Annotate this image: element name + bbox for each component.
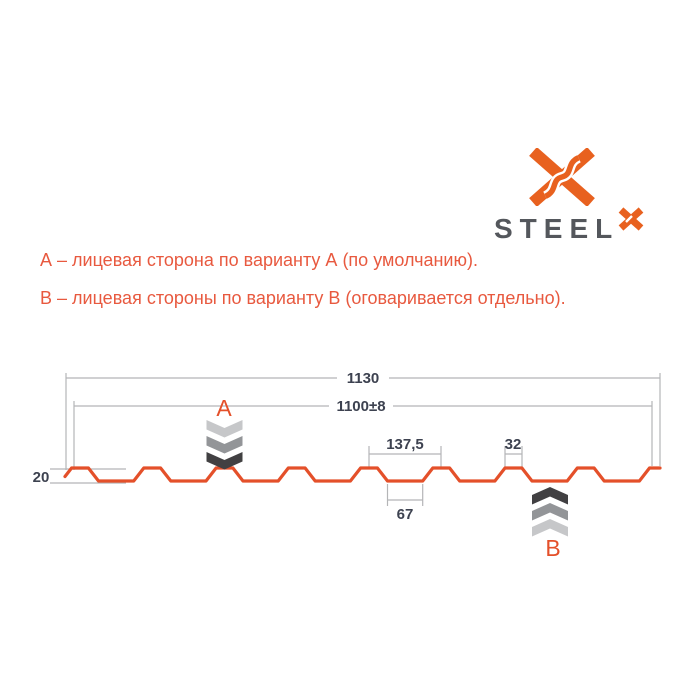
- dim-overall-width-label: 1130: [347, 370, 380, 387]
- logo-s-curve: [544, 155, 580, 199]
- logo-x-diagonal: [618, 207, 644, 231]
- marker-a-label: A: [216, 395, 232, 421]
- variant-a-note: А – лицевая сторона по варианту А (по ум…: [40, 250, 478, 270]
- steelx-logo-icon: [529, 148, 595, 206]
- logo-x-cut: [625, 215, 633, 223]
- dim-height: 20: [33, 468, 126, 486]
- dim-pitch: 137,5: [368, 436, 442, 467]
- variant-a-chevrons-down-icon: [206, 420, 243, 470]
- dim-pitch-label: 137,5: [386, 436, 424, 453]
- dim-crest-top: 32: [504, 436, 523, 467]
- dim-height-label: 20: [33, 469, 50, 486]
- marker-b-label: B: [545, 535, 560, 561]
- dim-cover-width: 1100±8: [74, 398, 652, 415]
- dim-crest-top-label: 32: [505, 436, 522, 453]
- brand-wordmark: STEEL: [494, 213, 620, 244]
- extension-lines: [65, 373, 661, 470]
- dim-overall-width: 1130: [66, 370, 660, 387]
- dim-cover-width-label: 1100±8: [336, 398, 385, 415]
- variant-b-note: В – лицевая стороны по варианту В (огова…: [40, 288, 566, 308]
- variant-b-chevrons-up-icon: [532, 487, 568, 537]
- dim-valley-bottom: 67: [386, 484, 424, 523]
- logo-x-suffix-icon: [618, 207, 644, 231]
- profile-line: [63, 466, 662, 483]
- dim-valley-bottom-label: 67: [397, 506, 414, 523]
